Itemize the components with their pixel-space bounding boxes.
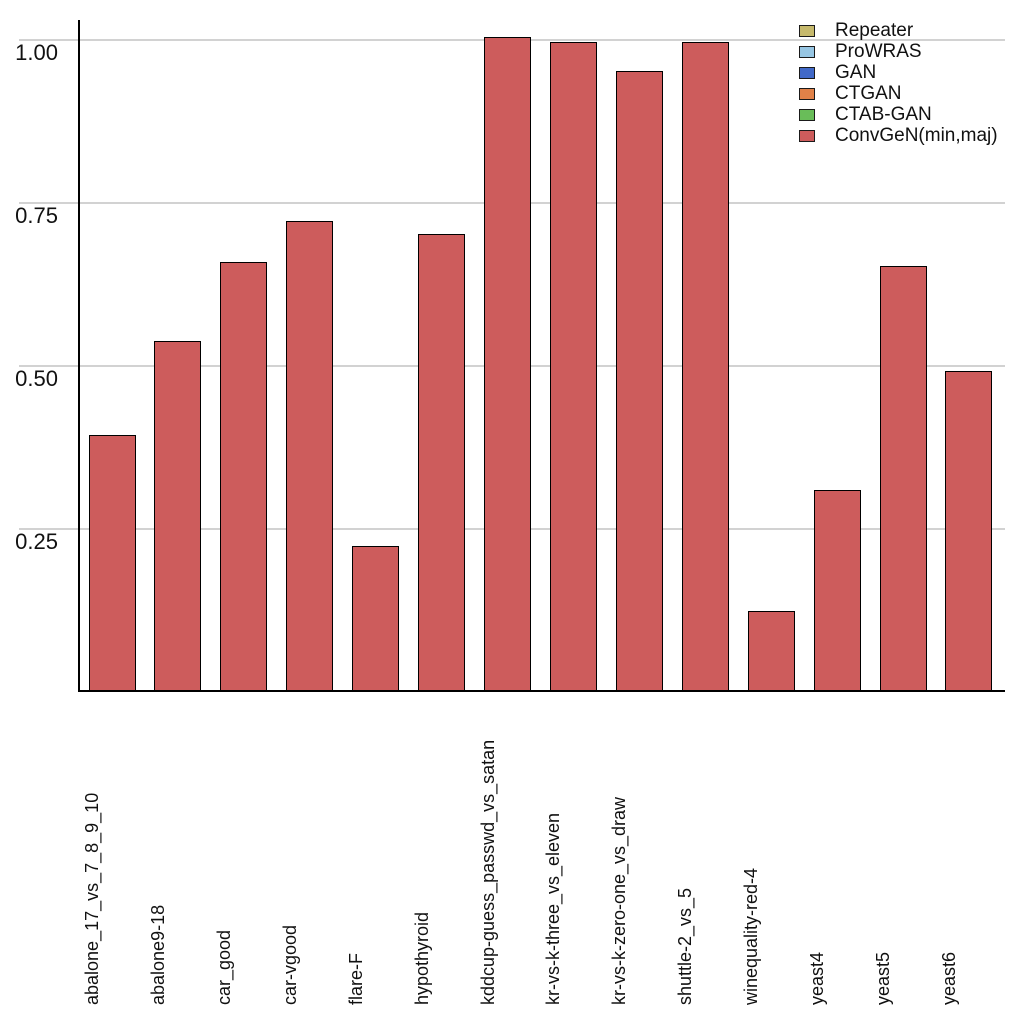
bar — [154, 341, 201, 692]
x-tick-label: yeast5 — [873, 951, 893, 1005]
bar — [484, 37, 531, 692]
bar — [220, 262, 267, 692]
y-axis-line — [78, 20, 80, 692]
legend-item: ConvGeN(min,maj) — [799, 125, 998, 146]
legend-swatch — [799, 24, 815, 37]
legend-swatch — [799, 66, 815, 79]
x-tick-label: yeast6 — [939, 951, 959, 1005]
legend-item: GAN — [799, 62, 998, 83]
legend-item: CTGAN — [799, 83, 998, 104]
bar — [880, 266, 927, 692]
legend-swatch — [799, 45, 815, 58]
legend-item: ProWRAS — [799, 41, 998, 62]
x-tick-label: kr-vs-k-three_vs_eleven — [543, 812, 563, 1005]
x-tick-label: car-vgood — [280, 924, 300, 1005]
y-tick-label: 0.75 — [15, 203, 58, 228]
y-tick-label: 0.50 — [15, 366, 58, 391]
x-tick-label: hypothyroid — [412, 911, 432, 1005]
x-tick-label: shuttle-2_vs_5 — [675, 887, 695, 1005]
y-tick-label: 1.00 — [15, 40, 58, 65]
legend-label: GAN — [835, 61, 877, 83]
legend: Repeater ProWRAS GAN CTGAN CTAB-GAN ConvGeN(m… — [799, 20, 998, 146]
x-axis-line — [78, 690, 1005, 692]
bar — [418, 234, 465, 692]
legend-swatch — [799, 87, 815, 100]
x-tick-label: kddcup-guess_passwd_vs_satan — [478, 739, 498, 1005]
legend-label: Repeater — [835, 19, 914, 41]
bar — [616, 71, 663, 692]
bar — [286, 221, 333, 692]
legend-item: CTAB-GAN — [799, 104, 998, 125]
x-tick-label: kr-vs-k-zero-one_vs_draw — [609, 796, 629, 1005]
legend-swatch — [799, 108, 815, 121]
x-tick-label: yeast4 — [807, 951, 827, 1005]
y-tick-label: 0.25 — [15, 529, 58, 554]
legend-swatch — [799, 129, 815, 142]
legend-label: CTAB-GAN — [835, 103, 932, 125]
x-tick-label: car_good — [214, 929, 234, 1005]
legend-label: ProWRAS — [835, 40, 922, 62]
x-tick-label: abalone_17_vs_7_8_9_10 — [82, 792, 102, 1005]
bar — [945, 371, 992, 692]
bar — [352, 546, 399, 692]
x-tick-label: abalone9-18 — [148, 904, 168, 1005]
bar — [748, 611, 795, 692]
legend-item: Repeater — [799, 20, 998, 41]
bar — [550, 42, 597, 692]
bar — [89, 435, 136, 692]
x-tick-label: winequality-red-4 — [741, 867, 761, 1005]
bar — [814, 490, 861, 692]
bar — [682, 42, 729, 692]
legend-label: CTGAN — [835, 82, 902, 104]
legend-label: ConvGeN(min,maj) — [835, 124, 998, 146]
x-tick-label: flare-F — [346, 952, 366, 1005]
